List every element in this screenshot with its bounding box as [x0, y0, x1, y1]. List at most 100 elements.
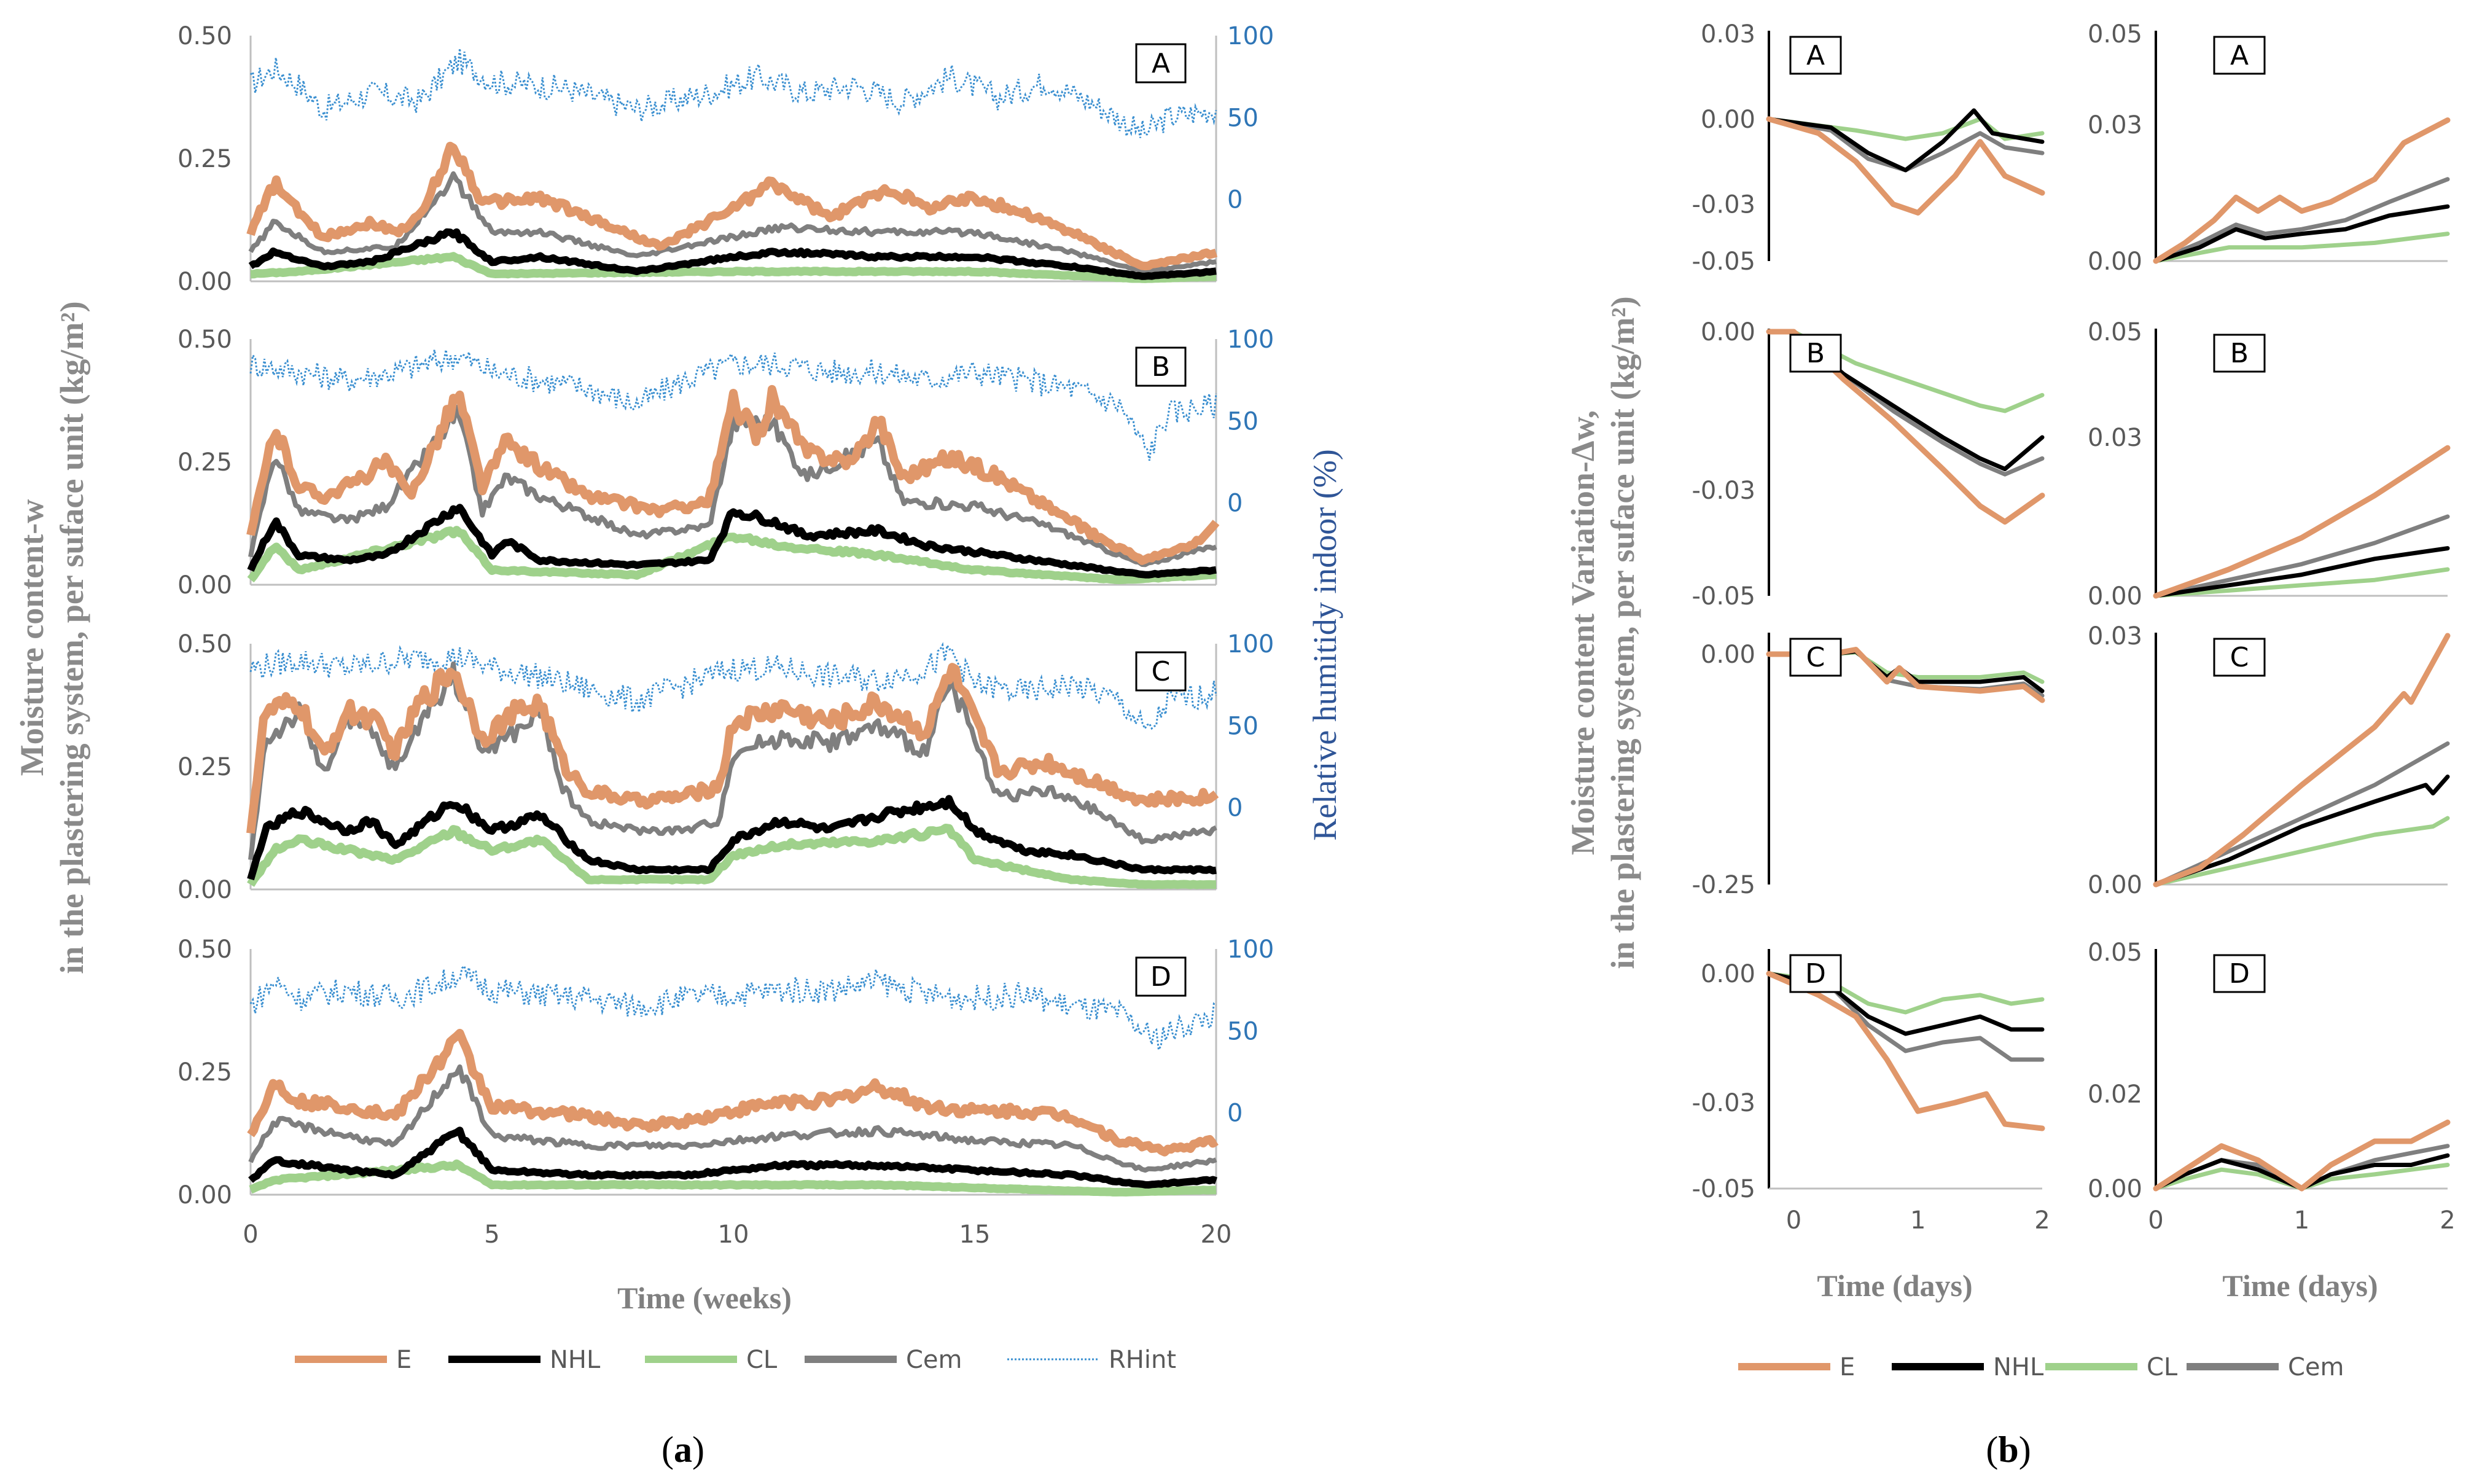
a-panel-C-line-Cem: [248, 661, 1217, 861]
b-panel-D-left-ytick: -0.03: [1692, 1089, 1756, 1117]
a-y2label: Relative humitidy indoor (%): [1306, 449, 1343, 840]
a-legend-label-NHL: NHL: [550, 1346, 601, 1374]
a-panel-D-rh-line: [249, 964, 1217, 1053]
caption-b: (b): [1986, 1429, 2031, 1470]
b-panel-A-left-ytick: 0.03: [1701, 20, 1755, 49]
b-panel-A-left-line-CL: [1766, 117, 2045, 141]
b-panel-B-right-label: B: [2230, 338, 2249, 369]
a-panel-C-y2tick: 50: [1227, 712, 1258, 740]
a-panel-C-label: C: [1152, 656, 1171, 687]
b-panel-A-right-ytick: 0.00: [2088, 248, 2142, 276]
b-panel-D-right-line-CL: [2153, 1163, 2450, 1191]
b-panel-D-right-ytick: 0.00: [2088, 1175, 2142, 1203]
b-panel-C-right-label: C: [2230, 642, 2249, 673]
a-panel-B-y2tick: 100: [1227, 326, 1274, 354]
a-xtick: 0: [243, 1220, 258, 1249]
a-panel-A-line-Cem: [248, 171, 1217, 274]
plots-layer: 0.000.250.50050100A0.000.250.50050100B0.…: [178, 20, 2456, 1249]
a-panel-D-y2tick: 0: [1227, 1099, 1243, 1128]
a-xtick: 10: [718, 1220, 749, 1249]
a-panel-B-ytick: 0.25: [178, 448, 232, 477]
b-panel-B-right-line-CL: [2153, 567, 2450, 598]
a-ylabel-line2: in the plastering system, per suface uni…: [53, 301, 90, 974]
a-panel-A-ytick: 0.50: [178, 22, 232, 50]
a-panel-A-label: A: [1152, 48, 1170, 79]
b-panel-D-left-ytick: -0.05: [1692, 1175, 1756, 1203]
a-panel-C-ytick: 0.25: [178, 753, 232, 781]
a-panel-C-ytick: 0.00: [178, 876, 232, 904]
b-left-xtick: 1: [1910, 1206, 1926, 1235]
b-panel-D-left-label: D: [1805, 958, 1826, 990]
a-panel-D-ytick: 0.50: [178, 935, 232, 964]
b-panel-A-right-ytick: 0.03: [2088, 111, 2142, 139]
a-panel-D-line-Cem: [248, 1064, 1217, 1173]
b-xlabel-right: Time (days): [2222, 1268, 2378, 1303]
a-panel-C-rh-line: [249, 642, 1217, 731]
a-panel-A-line-E: [246, 141, 1218, 271]
b-xlabel-left: Time (days): [1817, 1268, 1972, 1303]
a-legend-label-RHint: RHint: [1109, 1346, 1176, 1374]
a-panel-A-rh-line: [249, 48, 1217, 138]
b-panel-A-right-line-E: [2153, 117, 2451, 264]
b-legend-label-NHL: NHL: [1993, 1353, 2044, 1381]
b-panel-C-right-line-Cem: [2153, 741, 2450, 887]
a-panel-B-label: B: [1152, 351, 1170, 383]
a-panel-B-line-NHL: [247, 504, 1217, 579]
b-legend-label-Cem: Cem: [2288, 1353, 2344, 1381]
b-legend-label-CL: CL: [2147, 1353, 2178, 1381]
a-panel-D-ytick: 0.00: [178, 1181, 232, 1209]
a-panel-A-ytick: 0.00: [178, 268, 232, 296]
b-panel-A-left-line-NHL: [1766, 108, 2045, 173]
a-xtick: 15: [959, 1220, 991, 1249]
a-panel-C-ytick: 0.50: [178, 630, 232, 658]
b-panel-C-right-line-E: [2153, 633, 2451, 888]
b-panel-C-right-line-NHL: [2153, 775, 2450, 887]
a-panel-A-line-NHL: [248, 228, 1217, 280]
a-panel-D-y2tick: 100: [1227, 935, 1274, 964]
b-panel-A-left-ytick: -0.03: [1692, 191, 1756, 219]
b-panel-B-left-ytick: -0.05: [1692, 582, 1756, 611]
b-ylabel-line2: in the plastering system, per suface uni…: [1604, 296, 1641, 969]
a-panel-A-line-CL: [249, 252, 1217, 283]
a-legend-label-E: E: [396, 1346, 412, 1374]
b-panel-A-left-line-Cem: [1766, 117, 2045, 173]
b-panel-B-left-ytick: 0.00: [1701, 318, 1755, 346]
b-panel-D-right-line-E: [2153, 1119, 2451, 1192]
a-panel-D-y2tick: 50: [1227, 1017, 1258, 1045]
caption-a: (a): [661, 1429, 704, 1470]
b-panel-D-left-ytick: 0.00: [1701, 960, 1755, 988]
a-xtick: 20: [1201, 1220, 1232, 1249]
b-panel-D-right-label: D: [2229, 958, 2250, 990]
b-panel-C-right-ytick: 0.03: [2088, 622, 2142, 650]
a-panel-D-label: D: [1150, 961, 1171, 993]
b-panel-A-left-ytick: 0.00: [1701, 106, 1755, 134]
b-panel-B-left-ytick: -0.03: [1692, 477, 1756, 505]
b-panel-B-left-label: B: [1806, 338, 1825, 369]
b-panel-C-left-label: C: [1806, 642, 1825, 673]
a-panel-B-y2tick: 0: [1227, 490, 1243, 518]
b-panel-D-left-label-box: [1789, 954, 1842, 993]
a-panel-B-ytick: 0.50: [178, 326, 232, 354]
b-panel-D-right-ytick: 0.05: [2088, 939, 2142, 967]
b-panel-A-right-line-CL: [2153, 232, 2450, 264]
b-panel-B-right-line-E: [2153, 445, 2451, 599]
a-panel-A-ytick: 0.25: [178, 145, 232, 173]
a-panel-D-line-E: [247, 1029, 1219, 1157]
a-legend-label-CL: CL: [746, 1346, 778, 1374]
b-panel-C-right-ytick: 0.00: [2088, 871, 2142, 899]
b-panel-A-left-label-box: [1789, 36, 1842, 75]
a-panel-C-line-E: [246, 663, 1219, 834]
a-panel-C-line-NHL: [247, 795, 1217, 881]
a-panel-C-y2tick: 0: [1227, 794, 1243, 822]
b-panel-B-right-ytick: 0.03: [2088, 424, 2142, 452]
b-panel-B-right-ytick: 0.00: [2088, 582, 2142, 611]
b-panel-B-right-label-box: [2213, 334, 2266, 373]
b-right-xtick: 1: [2294, 1206, 2309, 1235]
a-ylabel-line1: Moisture content-w: [14, 499, 50, 776]
b-left-xtick: 0: [1786, 1206, 1801, 1235]
a-panel-B-label-box: [1135, 346, 1187, 387]
a-panel-B-line-E: [246, 385, 1220, 565]
a-panel-D-line-NHL: [248, 1127, 1218, 1189]
b-panel-A-left-line-E: [1766, 116, 2045, 216]
